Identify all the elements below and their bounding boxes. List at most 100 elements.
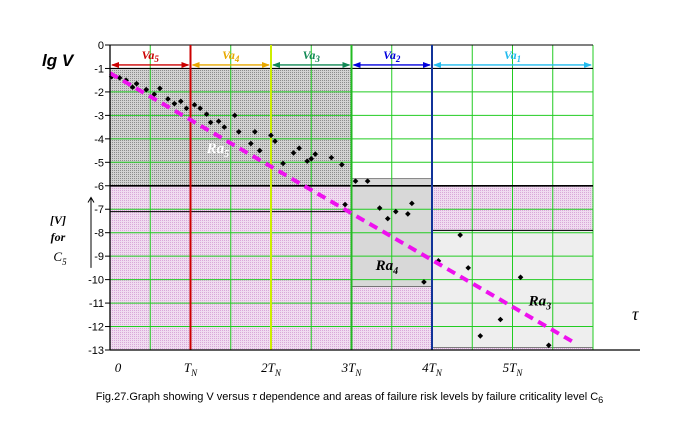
va-label-4: Va4: [222, 48, 240, 64]
va-label-3: Va3: [303, 48, 321, 64]
data-point: [252, 129, 258, 135]
y-tick-label: -8: [94, 228, 104, 240]
data-point: [409, 200, 415, 207]
data-point: [304, 158, 311, 164]
x-tick-label: 3TN: [341, 360, 363, 378]
chart-text-layer: Va5 Va4 Va3 Va2 Va10-1-2-3-4-5-6-7-8-9-10-11…: [42, 40, 639, 378]
ra-label-sub: 4: [392, 266, 398, 277]
limit-annotation-line3: C5: [53, 249, 67, 267]
x-tick-sub: N: [354, 368, 362, 378]
va-label-main: Va: [383, 48, 396, 62]
data-point: [143, 86, 150, 93]
x-tick-label: TN: [184, 360, 198, 378]
data-point: [215, 118, 222, 125]
data-point: [207, 119, 214, 126]
data-point: [236, 129, 242, 135]
ra-label-main: Ra: [528, 293, 547, 309]
data-point: [157, 85, 163, 92]
x-tick-main: 5T: [503, 360, 518, 375]
ra-label-main: Ra: [375, 258, 394, 274]
va-label-sub: 1: [517, 54, 522, 64]
data-point: [392, 208, 399, 215]
data-point: [280, 160, 286, 167]
ra-label-3: Ra3: [528, 293, 552, 312]
data-point: [272, 138, 278, 144]
y-tick-label: -6: [94, 181, 104, 193]
data-point: [497, 316, 504, 323]
data-point: [477, 333, 484, 339]
data-point: [328, 154, 335, 161]
y-tick-label: -2: [94, 87, 104, 99]
y-tick-label: -7: [94, 204, 104, 216]
ra-label-main: Ra: [206, 141, 225, 157]
data-point: [248, 140, 254, 147]
x-tick-main: 4T: [422, 360, 437, 375]
chart-data-layer: [108, 71, 578, 349]
data-point: [364, 178, 371, 184]
limit-annotation-line2: for: [51, 230, 66, 244]
data-point: [165, 96, 171, 102]
ra-label-sub: 5: [224, 149, 229, 160]
va-label-main: Va: [303, 48, 316, 62]
y-axis-title: lg V: [42, 51, 75, 70]
data-point: [308, 155, 315, 162]
y-tick-label: -3: [94, 110, 104, 122]
data-point: [256, 147, 263, 154]
va-label-main: Va: [504, 48, 517, 62]
x-axis-title: τ: [632, 304, 639, 324]
caption-tau: τ: [252, 391, 257, 403]
data-point: [171, 100, 178, 107]
data-point: [203, 111, 210, 118]
data-point: [296, 145, 302, 152]
x-tick-label: 2TN: [261, 360, 282, 378]
chart-grid-layer: [110, 44, 594, 351]
va-label-sub: 3: [314, 54, 320, 64]
data-point: [457, 232, 463, 238]
va-label-sub: 2: [395, 54, 401, 64]
data-point: [178, 98, 184, 105]
data-point: [231, 112, 238, 119]
limit-annotation-sub: 5: [62, 257, 67, 267]
x-tick-label: 0: [115, 360, 122, 375]
va-label-sub: 5: [154, 54, 159, 64]
data-point: [290, 150, 297, 156]
data-point: [183, 105, 190, 112]
ra-label-4: Ra4: [375, 258, 399, 277]
x-tick-label: 4TN: [422, 360, 443, 378]
x-tick-main: 0: [115, 360, 122, 375]
y-tick-label: -5: [94, 157, 104, 169]
x-tick-main: 2T: [261, 360, 276, 375]
data-point: [376, 205, 383, 211]
x-tick-label: 5TN: [503, 360, 524, 378]
data-point: [352, 178, 359, 184]
data-point: [339, 161, 345, 168]
va-label-sub: 4: [234, 54, 240, 64]
y-tick-label: -13: [88, 345, 104, 357]
data-point: [129, 84, 136, 91]
data-point: [342, 201, 348, 208]
data-point: [151, 91, 158, 98]
limit-annotation-c: C: [53, 249, 62, 264]
ra-label-5: Ra5: [206, 141, 230, 160]
figure-caption: Fig.27.Graph showing V versus τ dependen…: [0, 391, 699, 405]
va-label-main: Va: [142, 48, 155, 62]
x-tick-main: T: [184, 360, 192, 375]
ra-label-sub: 3: [545, 301, 551, 312]
y-tick-label: -11: [89, 298, 104, 310]
data-point: [197, 105, 203, 112]
y-tick-label: 0: [98, 40, 104, 52]
limit-annotation-arrowhead: [87, 196, 95, 203]
data-point: [405, 211, 411, 217]
data-point: [268, 132, 274, 139]
data-point: [517, 274, 524, 281]
x-tick-sub: N: [435, 368, 443, 378]
y-tick-label: -12: [88, 322, 104, 334]
x-tick-sub: N: [274, 368, 282, 378]
chart-axes-layer: [105, 44, 640, 351]
va-label-1: Va1: [504, 48, 521, 64]
data-point: [133, 80, 140, 87]
limit-annotation-line1: [V]: [50, 213, 66, 227]
va-label-main: Va: [222, 48, 235, 62]
data-point: [312, 151, 319, 157]
